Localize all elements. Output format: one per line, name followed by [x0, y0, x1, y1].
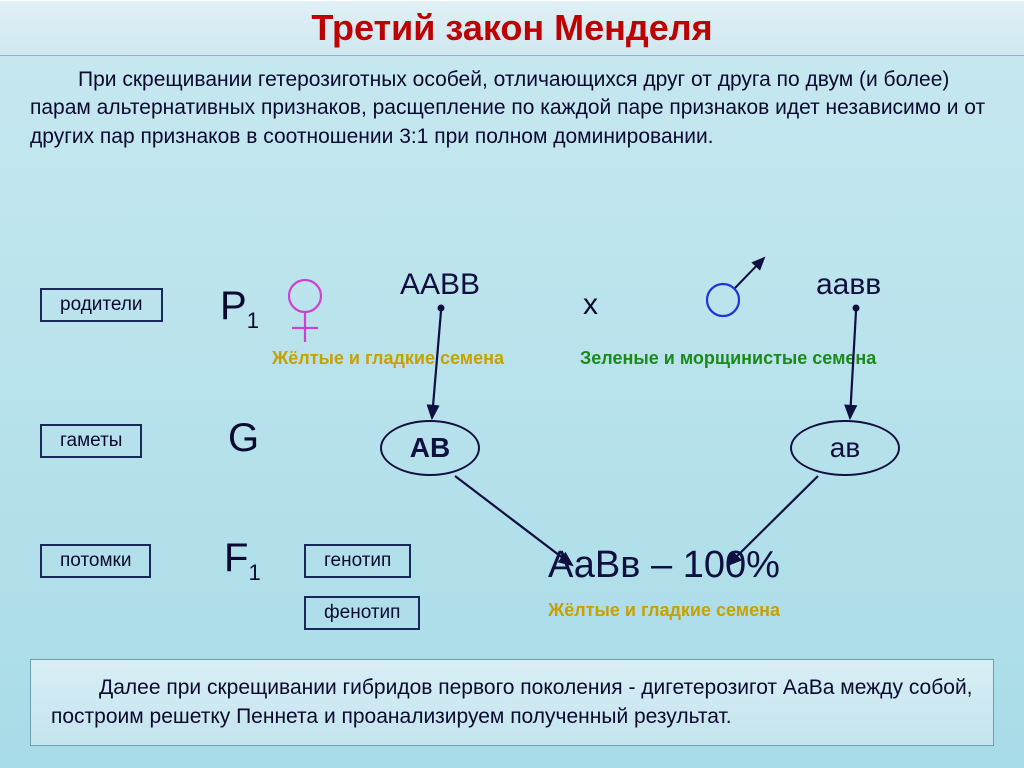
label-offspring-box: потомки: [40, 544, 151, 578]
dot-right: [853, 305, 860, 312]
genotype-parent-right: аавв: [816, 268, 881, 302]
symbol-P1: Р1: [220, 284, 259, 334]
main-content: При скрещивании гетерозиготных особей, о…: [0, 56, 1024, 151]
label-parents: родители: [60, 294, 143, 315]
intro-paragraph: При скрещивании гетерозиготных особей, о…: [30, 66, 994, 151]
genotype-result: АаВв – 100%: [548, 544, 780, 587]
symbol-F-sub: 1: [248, 560, 260, 585]
cross-symbol: х: [583, 288, 598, 322]
page-title: Третий закон Менделя: [311, 7, 712, 49]
female-symbol-icon: [289, 280, 321, 342]
gamete-AB: АВ: [410, 432, 450, 464]
label-genotype: генотип: [324, 550, 391, 571]
footer-text: Далее при скрещивании гибридов первого п…: [51, 674, 973, 731]
gamete-AB-ellipse: АВ: [380, 420, 480, 476]
phenotype-parent-left: Жёлтые и гладкие семена: [272, 348, 504, 369]
symbol-P: Р: [220, 284, 247, 328]
label-offspring: потомки: [60, 550, 131, 571]
label-gametes: гаметы: [60, 430, 122, 451]
male-symbol-icon: [707, 258, 764, 316]
gamete-ab: ав: [830, 432, 860, 464]
gamete-ab-ellipse: ав: [790, 420, 900, 476]
label-genotype-box: генотип: [304, 544, 411, 578]
genotype-parent-left: ААВВ: [400, 268, 480, 302]
footer-note: Далее при скрещивании гибридов первого п…: [30, 659, 994, 746]
symbol-F1: F1: [224, 536, 261, 586]
phenotype-parent-right: Зеленые и морщинистые семена: [580, 348, 876, 369]
label-phenotype: фенотип: [324, 602, 400, 623]
title-band: Третий закон Менделя: [0, 0, 1024, 56]
label-gametes-box: гаметы: [40, 424, 142, 458]
symbol-G: G: [228, 416, 259, 461]
phenotype-result: Жёлтые и гладкие семена: [548, 600, 780, 621]
symbol-P-sub: 1: [247, 308, 259, 333]
dot-left: [438, 305, 445, 312]
label-phenotype-box: фенотип: [304, 596, 420, 630]
symbol-F: F: [224, 536, 248, 580]
label-parents-box: родители: [40, 288, 163, 322]
